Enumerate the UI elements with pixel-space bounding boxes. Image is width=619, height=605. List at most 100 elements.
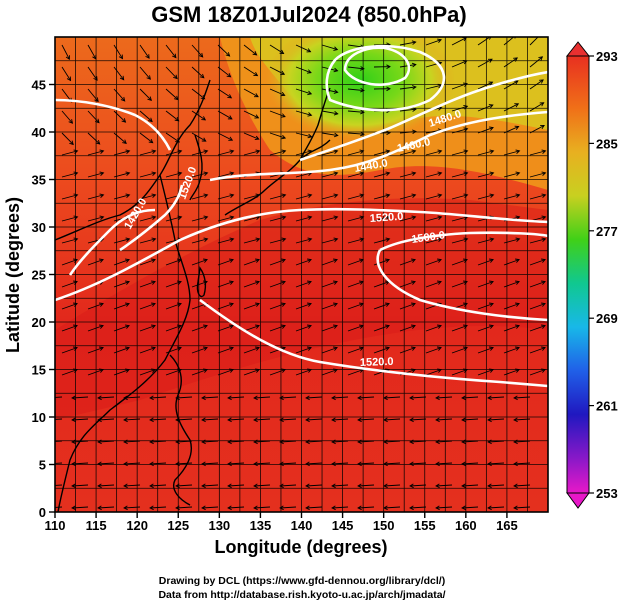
streamline-segment xyxy=(217,150,234,156)
streamline-arrow xyxy=(515,215,521,220)
streamline-arrow xyxy=(227,461,232,467)
streamline-segment xyxy=(462,440,479,443)
streamline-arrow xyxy=(151,149,157,154)
streamline-segment xyxy=(529,172,546,178)
streamline-segment xyxy=(295,238,312,244)
streamline-segment xyxy=(243,66,258,77)
streamline-arrow xyxy=(253,395,258,401)
streamline-segment xyxy=(347,325,364,332)
streamline-arrow xyxy=(333,67,339,73)
streamline-arrow xyxy=(255,258,260,263)
streamline-segment xyxy=(451,216,468,222)
streamline-segment xyxy=(243,110,259,119)
streamline-arrow xyxy=(280,91,286,97)
streamline-segment xyxy=(321,325,338,332)
streamline-segment xyxy=(61,303,78,310)
streamline-segment xyxy=(87,110,100,123)
streamline-arrow xyxy=(97,505,102,511)
streamline-segment xyxy=(321,150,338,156)
streamline-arrow xyxy=(515,324,520,329)
streamline-segment xyxy=(321,110,338,115)
streamline-segment xyxy=(436,506,453,509)
streamline-arrow xyxy=(538,56,544,61)
streamline-arrow xyxy=(229,149,235,154)
streamline-segment xyxy=(373,303,390,310)
streamline-segment xyxy=(295,44,311,53)
streamline-arrow xyxy=(281,280,286,285)
streamline-arrow xyxy=(489,126,494,131)
streamline-segment xyxy=(191,172,208,178)
streamline-segment xyxy=(347,150,364,156)
streamline-arrow xyxy=(125,171,131,176)
streamline-segment xyxy=(280,506,297,509)
x-tick-label: 145 xyxy=(332,518,354,533)
streamline-segment xyxy=(61,44,70,60)
streamline-arrow xyxy=(333,258,338,263)
streamline-segment xyxy=(399,108,416,112)
streamline-arrow xyxy=(97,395,102,401)
streamline-arrow xyxy=(411,258,416,263)
streamline-segment xyxy=(165,66,178,79)
streamline-arrow xyxy=(385,346,390,351)
streamline-segment xyxy=(254,440,271,443)
streamline-segment xyxy=(217,110,233,120)
streamline-arrow xyxy=(515,149,521,154)
contour-1520-mid xyxy=(55,207,548,302)
streamline-segment xyxy=(269,194,286,200)
streamline-segment xyxy=(306,440,323,443)
streamline-segment xyxy=(243,216,260,222)
streamline-segment xyxy=(451,194,468,200)
streamline-segment xyxy=(373,347,390,354)
streamline-arrow xyxy=(201,483,206,489)
streamline-arrow xyxy=(385,237,391,242)
streamline-arrow xyxy=(147,96,152,101)
streamline-arrow xyxy=(151,258,156,263)
streamline-segment xyxy=(61,110,73,124)
streamline-arrow xyxy=(487,417,492,423)
streamline-arrow xyxy=(227,483,232,489)
streamline-arrow xyxy=(357,483,362,489)
streamline-segment xyxy=(269,259,286,266)
streamline-arrow xyxy=(229,346,234,351)
streamline-segment xyxy=(347,347,364,354)
streamline-arrow xyxy=(199,73,205,79)
streamline-segment xyxy=(269,150,286,156)
streamline-arrow xyxy=(513,80,519,85)
streamline-segment xyxy=(503,369,520,376)
streamline-segment xyxy=(243,369,260,376)
streamline-segment xyxy=(436,396,453,399)
streamline-segment xyxy=(373,325,390,332)
streamline-arrow xyxy=(229,237,235,242)
streamline-arrow xyxy=(489,149,495,154)
y-tick-label: 10 xyxy=(32,410,46,425)
streamline-segment xyxy=(295,259,312,266)
streamline-arrow xyxy=(172,53,177,59)
streamline-segment xyxy=(113,132,127,144)
streamline-segment xyxy=(503,347,520,354)
streamline-segment xyxy=(384,440,401,443)
streamline-segment xyxy=(139,325,156,332)
taiwan-coast xyxy=(196,266,207,298)
streamline-segment xyxy=(191,238,208,244)
streamline-segment xyxy=(451,259,468,266)
streamline-segment xyxy=(462,484,479,487)
streamline-arrow xyxy=(541,324,546,329)
streamline-segment xyxy=(425,84,442,90)
streamline-segment xyxy=(529,281,546,288)
streamline-segment xyxy=(295,194,312,200)
streamline-segment xyxy=(321,281,338,288)
x-tick-label: 135 xyxy=(250,518,272,533)
streamline-segment xyxy=(165,88,179,100)
streamline-arrow xyxy=(411,215,417,220)
streamline-arrow xyxy=(463,82,468,87)
streamline-segment xyxy=(61,66,71,81)
streamline-segment xyxy=(347,88,364,91)
streamline-segment xyxy=(451,347,468,354)
streamline-segment xyxy=(254,462,271,465)
streamline-segment xyxy=(373,238,390,244)
streamline-arrow xyxy=(333,89,339,94)
streamline-segment xyxy=(410,396,427,399)
contour-1420 xyxy=(343,46,411,86)
streamline-segment xyxy=(321,259,338,266)
streamline-arrow xyxy=(93,76,98,81)
